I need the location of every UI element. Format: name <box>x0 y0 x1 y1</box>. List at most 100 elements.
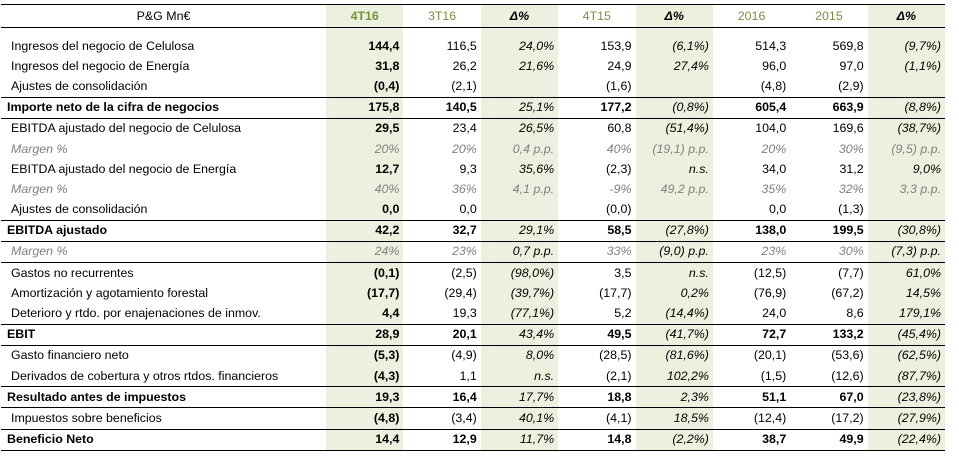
table-row: EBITDA ajustado del negocio de Celulosa 2… <box>1 117 945 139</box>
table-cell: (27,9%) <box>867 407 945 430</box>
table-cell: (0,0) <box>606 202 632 217</box>
table-cell <box>867 199 945 221</box>
header-2016: 2016 <box>712 4 791 28</box>
table-cell: 43,4% <box>480 323 559 346</box>
table-cell: 18,8 <box>558 386 636 409</box>
table-cell: 31,2 <box>839 161 864 176</box>
table-cell: (2,1) <box>606 368 632 383</box>
table-cell: (87,7%) <box>867 366 945 387</box>
table-cell: 153,9 <box>600 38 632 53</box>
row-label: EBIT <box>1 323 326 346</box>
table-cell: (3,4) <box>403 407 481 430</box>
table-cell: (9,5) p.p. <box>867 138 945 160</box>
table-cell: (30,8%) <box>867 219 945 242</box>
header-label: P&G Mn€ <box>1 4 326 28</box>
table-cell: 32% <box>838 181 864 196</box>
table-cell: 33% <box>606 244 632 259</box>
row-label: EBITDA ajustado del negocio de Celulosa <box>1 117 326 139</box>
row-label: Beneficio Neto <box>1 428 326 451</box>
table-cell: 0,4 p.p. <box>480 138 559 160</box>
table-row: Margen % 40% 36% 4,1 p.p. -9% 49,2 p.p. 35% 32%… <box>1 179 945 200</box>
table-row: Margen % 24% 23% 0,7 p.p. 33% (9,0) p.p. 23% 30… <box>1 241 945 263</box>
spacer-cell <box>326 27 404 36</box>
header-4t16: 4T16 <box>326 4 404 28</box>
table-cell: (2,2%) <box>635 428 713 451</box>
table-cell: 24,0% <box>480 36 559 57</box>
table-cell: 30% <box>838 244 864 259</box>
spacer-cell <box>713 28 790 37</box>
table-cell: 12,9 <box>403 428 481 451</box>
table-cell: 19,3 <box>326 386 404 409</box>
table-row: Derivados de cobertura y otros rtdos. fi… <box>1 366 945 387</box>
table-cell: 40,1% <box>480 407 559 430</box>
table-cell: -9% <box>609 181 632 196</box>
table-cell: 116,5 <box>446 38 477 53</box>
table-cell: 24% <box>326 241 404 263</box>
table-cell: 35% <box>761 181 787 196</box>
table-cell: 4,4 <box>326 303 404 325</box>
row-label: Importe neto de la cifra de negocios <box>1 96 326 119</box>
table-cell: 16,4 <box>403 386 481 409</box>
table-cell: 0,0 <box>769 202 787 217</box>
table-row: Resultado antes de impuestos 19,3 16,4 17,7… <box>1 386 945 409</box>
table-cell: 18,5% <box>635 407 713 430</box>
table-cell: 72,7 <box>712 323 791 346</box>
table-cell: 102,2% <box>635 366 713 387</box>
table-cell: (1,1%) <box>867 56 945 77</box>
table-cell: (5,3) <box>326 344 404 366</box>
table-cell: 27,4% <box>635 56 713 77</box>
table-cell: (23,8%) <box>867 386 945 409</box>
row-label: EBITDA ajustado <box>1 219 326 242</box>
table-cell: (38,7%) <box>867 117 945 139</box>
header-4t15: 4T15 <box>558 4 636 28</box>
table-cell: (29,4) <box>444 285 477 300</box>
table-cell: n.s. <box>635 262 713 284</box>
table-cell: 60,8 <box>558 117 636 139</box>
table-cell: 9,3 <box>459 161 477 176</box>
table-cell: 20% <box>326 138 404 160</box>
table-cell: 8,0% <box>480 344 559 366</box>
table-cell: (7,7) <box>790 262 868 284</box>
table-cell: 144,4 <box>326 36 404 57</box>
table-cell: (76,9) <box>753 285 787 300</box>
table-cell <box>635 76 713 98</box>
table-cell: 23,4 <box>403 117 481 139</box>
table-cell: 40% <box>326 179 404 200</box>
table-row: EBITDA ajustado del negocio de Energía 12… <box>1 159 945 180</box>
header-row: P&G Mn€ 4T16 3T16 Δ% 4T15 Δ% 2016 2015 Δ… <box>1 4 945 28</box>
table-cell: (12,6) <box>831 368 864 383</box>
table-cell: 34,0 <box>762 161 787 176</box>
pnl-table: P&G Mn€ 4T16 3T16 Δ% 4T15 Δ% 2016 2015 Δ… <box>1 4 945 451</box>
table-cell: 169,6 <box>790 117 868 139</box>
header-delta-q: Δ% <box>480 4 559 28</box>
table-cell: 14,4 <box>326 428 404 451</box>
table-cell <box>480 199 559 221</box>
table-cell: (41,7%) <box>635 323 713 346</box>
header-delta-yoy-q: Δ% <box>635 4 713 28</box>
table-row: Deterioro y rtdo. por enajenaciones de i… <box>1 303 945 325</box>
table-cell: n.s. <box>635 159 713 180</box>
table-cell: 28,9 <box>326 323 404 346</box>
table-cell: (2,5) <box>403 262 481 284</box>
table-cell: 4,1 p.p. <box>480 179 559 200</box>
table-cell: 20,1 <box>403 323 481 346</box>
spacer-cell <box>790 28 867 37</box>
row-label: Resultado antes de impuestos <box>1 386 326 409</box>
spacer-cell <box>480 27 559 36</box>
spacer-cell <box>635 27 713 36</box>
table-row: Beneficio Neto 14,4 12,9 11,7% 14,8 (2,2%) 38,… <box>1 428 945 451</box>
table-cell: (0,4) <box>326 76 404 98</box>
table-cell: (12,5) <box>712 262 791 284</box>
table-cell: 29,1% <box>480 219 559 242</box>
table-cell: 11,7% <box>480 428 559 451</box>
table-cell: 177,2 <box>558 96 636 119</box>
table-row: EBIT 28,9 20,1 43,4% 49,5 (41,7%) 72,7 133,2 (45… <box>1 323 945 346</box>
table-row: Ajustes de consolidación (0,4) (2,1) (1,6) (… <box>1 76 945 98</box>
table-cell: 67,0 <box>790 386 868 409</box>
table-cell: 514,3 <box>755 38 787 53</box>
table-cell: 0,0 <box>459 202 477 217</box>
table-cell: (14,4%) <box>635 303 713 325</box>
row-label: Ingresos del negocio de Celulosa <box>11 38 195 53</box>
row-label: Amortización y agotamiento forestal <box>11 285 208 300</box>
table-cell: 104,0 <box>712 117 791 139</box>
